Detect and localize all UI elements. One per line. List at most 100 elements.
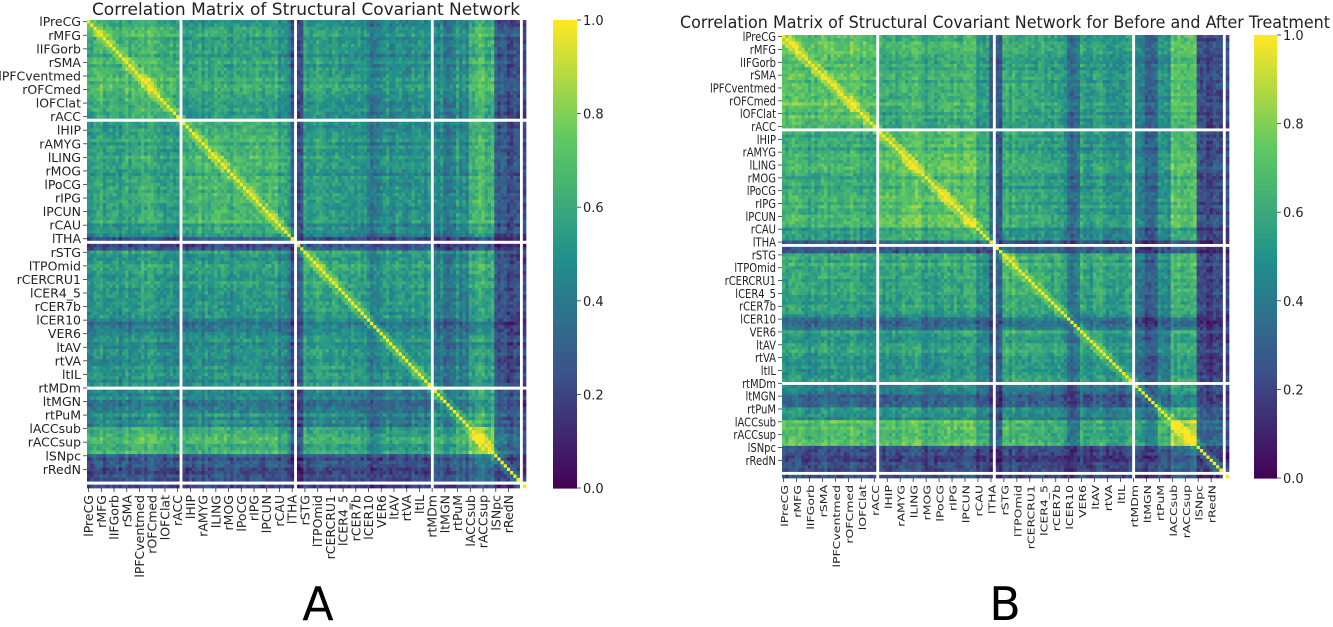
heatmap-cell [478,88,482,92]
heatmap-cell [112,34,116,38]
heatmap-cell [262,125,266,129]
heatmap-cell [459,44,463,48]
heatmap-cell [402,101,406,105]
heatmap-cell [341,115,345,119]
heatmap-cell [195,54,199,58]
heatmap-cell [408,88,412,92]
heatmap-cell [167,129,171,133]
heatmap-cell [106,27,110,31]
heatmap-cell [421,44,425,48]
heatmap-cell [195,71,199,75]
heatmap-cell [135,37,139,41]
heatmap-cell [335,51,339,55]
heatmap-cell [494,95,498,99]
heatmap-cell [316,78,320,82]
heatmap-cell [237,61,241,65]
heatmap-cell [265,44,269,48]
heatmap-cell [246,122,250,126]
heatmap-cell [341,81,345,85]
heatmap-cell [300,23,304,27]
heatmap-cell [125,57,129,61]
heatmap-cell [227,74,231,78]
heatmap-cell [453,54,457,58]
heatmap-cell [437,54,441,58]
heatmap-cell [386,64,390,68]
heatmap-cell [341,44,345,48]
heatmap-cell [214,91,218,95]
heatmap-cell [313,67,317,71]
heatmap-cell [415,95,419,99]
heatmap-cell [434,88,438,92]
heatmap-cell [462,30,466,34]
heatmap-cell [364,71,368,75]
heatmap-cell [326,98,330,102]
heatmap-cell [100,54,104,58]
heatmap-cell [411,115,415,119]
heatmap-cell [450,115,454,119]
heatmap-cell [485,74,489,78]
heatmap-cell [450,78,454,82]
heatmap-cell [125,84,129,88]
heatmap-cell [93,54,97,58]
heatmap-cell [507,125,511,129]
heatmap-cell [202,125,206,129]
heatmap-cell [453,101,457,105]
heatmap-cell [424,88,428,92]
heatmap-cell [516,23,520,27]
heatmap-cell [173,115,177,119]
heatmap-cell [466,64,470,68]
heatmap-cell [338,88,342,92]
heatmap-cell [348,105,352,109]
heatmap-cell [341,88,345,92]
heatmap-cell [348,71,352,75]
heatmap-cell [399,74,403,78]
heatmap-cell [373,47,377,51]
heatmap-cell [112,74,116,78]
heatmap-cell [128,98,132,102]
heatmap-cell [462,108,466,112]
heatmap-cell [112,101,116,105]
heatmap-cell [443,91,447,95]
heatmap-cell [303,91,307,95]
heatmap-cell [256,44,260,48]
heatmap-cell [208,98,212,102]
heatmap-cell [421,88,425,92]
heatmap-cell [246,98,250,102]
heatmap-cell [256,98,260,102]
heatmap-cell [147,67,151,71]
heatmap-cell [125,64,129,68]
heatmap-cell [163,67,167,71]
heatmap-cell [291,57,295,61]
heatmap-cell [335,27,339,31]
heatmap-cell [408,30,412,34]
heatmap-cell [198,57,202,61]
heatmap-cell [501,108,505,112]
heatmap-cell [163,112,167,116]
heatmap-cell [173,122,177,126]
heatmap-cell [415,64,419,68]
heatmap-cell [138,20,142,24]
heatmap-cell [437,23,441,27]
heatmap-cell [313,51,317,55]
heatmap-cell [497,91,501,95]
heatmap-cell [307,105,311,109]
heatmap-cell [186,84,190,88]
heatmap-cell [475,61,479,65]
heatmap-cell [316,34,320,38]
heatmap-cell [151,34,155,38]
heatmap-cell [329,30,333,34]
heatmap-cell [144,23,148,27]
heatmap-cell [198,51,202,55]
heatmap-cell [376,27,380,31]
heatmap-cell [90,88,94,92]
heatmap-cell [434,64,438,68]
heatmap-cell [268,84,272,88]
heatmap-cell [93,64,97,68]
heatmap-cell [249,34,253,38]
heatmap-cell [415,115,419,119]
heatmap-cell [297,88,301,92]
heatmap-cell [494,122,498,126]
heatmap-cell [97,81,101,85]
heatmap-cell [354,47,358,51]
heatmap-cell [157,23,161,27]
